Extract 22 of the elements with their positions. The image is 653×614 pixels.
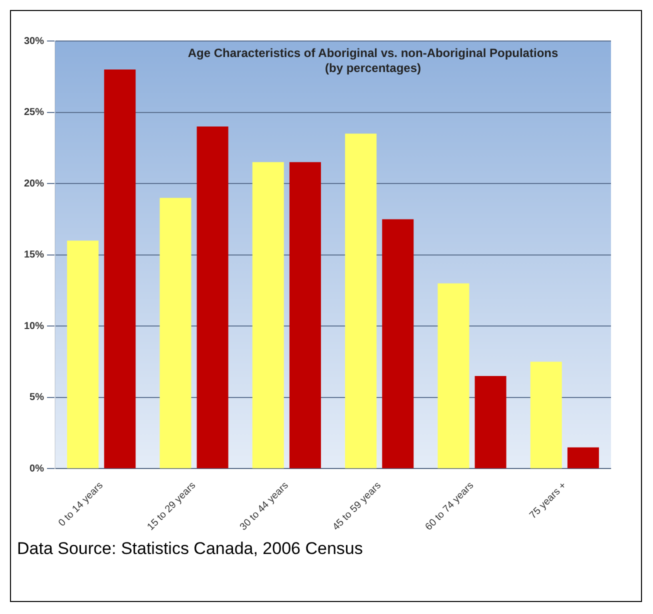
bar <box>345 134 377 468</box>
source-note: Data Source: Statistics Canada, 2006 Census <box>17 539 363 559</box>
bar <box>160 198 192 468</box>
y-tick-label: 30% <box>24 36 44 47</box>
y-tick-label: 0% <box>30 463 44 474</box>
y-tick-label: 25% <box>24 107 44 118</box>
chart-title: Age Characteristics of Aboriginal vs. non-Aboriginal Populations <box>188 46 558 60</box>
bar <box>252 162 284 468</box>
bar <box>196 126 228 468</box>
y-tick-label: 15% <box>24 250 44 261</box>
y-tick-label: 10% <box>24 320 44 332</box>
bar <box>104 70 136 468</box>
bar <box>67 240 99 468</box>
y-tick-label: 20% <box>24 178 44 190</box>
bar <box>567 447 599 468</box>
bar <box>474 376 506 468</box>
bar <box>382 219 414 468</box>
y-tick-label: 5% <box>30 392 44 404</box>
bar <box>289 162 321 468</box>
bar <box>530 362 562 468</box>
text: (by percentages) <box>324 61 422 75</box>
bar <box>438 283 470 468</box>
